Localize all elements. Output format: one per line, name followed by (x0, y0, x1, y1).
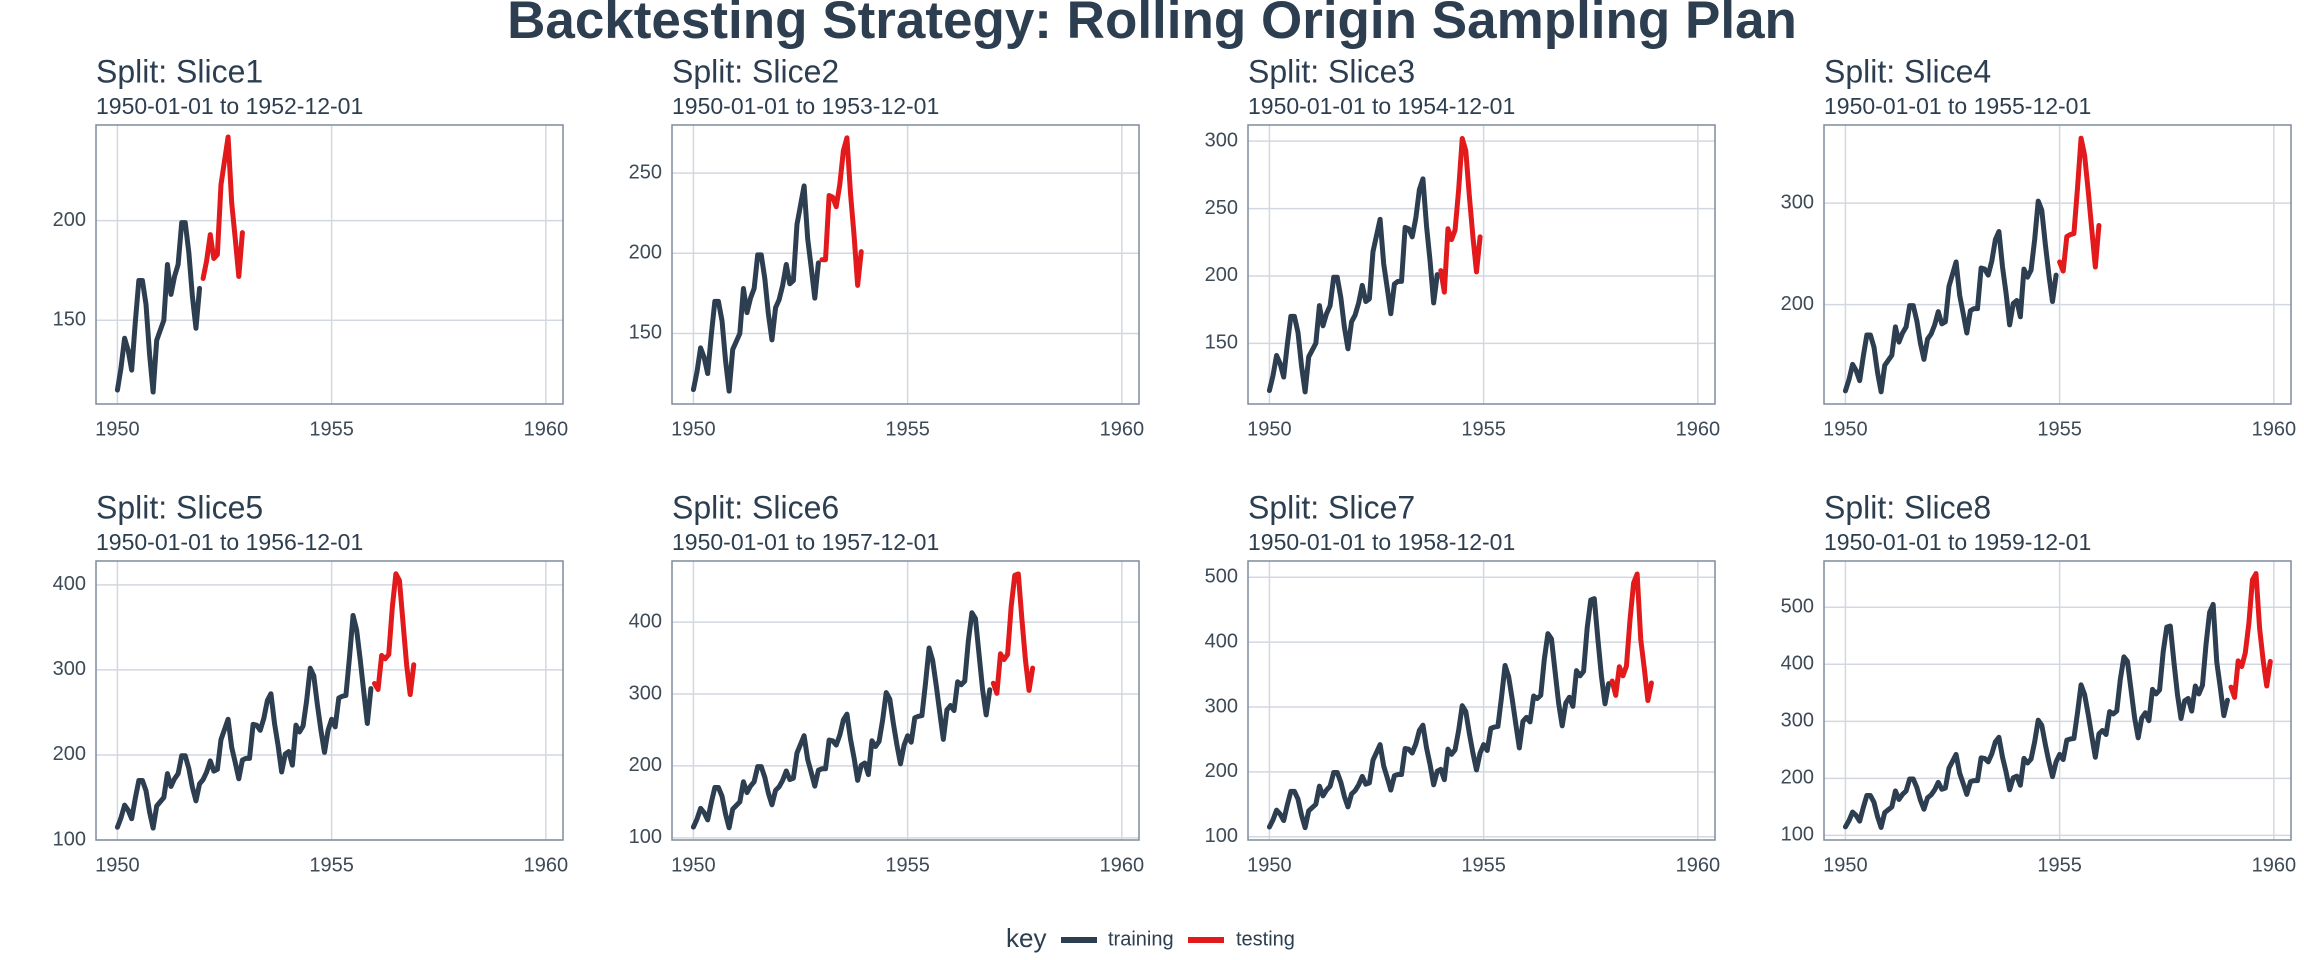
series-line (114, 612, 374, 831)
x-tick-label: 1960 (2252, 854, 2297, 876)
panel-title: Split: Slice4 (1824, 53, 1991, 89)
x-tick-label: 1955 (1461, 854, 1506, 876)
panel-border (671, 560, 1140, 841)
x-tick-label: 1960 (2252, 418, 2297, 440)
panel-subtitle: 1950-01-01 to 1954-12-01 (1248, 93, 1515, 119)
x-tick-label: 1960 (1100, 418, 1145, 440)
y-tick-label: 300 (53, 658, 86, 680)
y-tick-label: 300 (1205, 695, 1238, 717)
x-tick-label: 1955 (2037, 854, 2082, 876)
x-tick-label: 1960 (1676, 418, 1721, 440)
panel-border (95, 124, 564, 405)
panel-title: Split: Slice2 (672, 53, 839, 89)
panel-border (1247, 124, 1716, 405)
x-tick-label: 1950 (1823, 854, 1868, 876)
legend-label: training (1108, 928, 1174, 950)
y-tick-label: 200 (1205, 264, 1238, 286)
series-line (371, 571, 417, 698)
panel-title: Split: Slice3 (1248, 53, 1415, 89)
series-line (114, 220, 203, 395)
x-tick-label: 1955 (2037, 418, 2082, 440)
panel-title: Split: Slice8 (1824, 489, 1991, 525)
panel-subtitle: 1950-01-01 to 1955-12-01 (1824, 93, 2091, 119)
y-tick-label: 400 (1781, 653, 1814, 675)
series-line (819, 135, 864, 288)
y-tick-label: 100 (1205, 825, 1238, 847)
x-tick-label: 1960 (524, 418, 569, 440)
y-tick-label: 200 (629, 242, 662, 264)
panel-title: Split: Slice1 (96, 53, 263, 89)
y-tick-label: 250 (629, 161, 662, 183)
x-tick-label: 1955 (309, 418, 354, 440)
series-line (200, 134, 245, 281)
x-tick-label: 1955 (885, 854, 930, 876)
x-tick-label: 1950 (671, 418, 716, 440)
series-line (1609, 571, 1654, 703)
y-tick-label: 400 (629, 610, 662, 632)
series-line (1266, 176, 1440, 395)
y-tick-label: 200 (53, 209, 86, 231)
y-tick-label: 300 (1781, 710, 1814, 732)
series-line (690, 610, 993, 831)
series-line (1438, 135, 1483, 295)
panel-border (1823, 124, 2292, 405)
legend-title: key (1006, 923, 1046, 953)
panel-subtitle: 1950-01-01 to 1958-12-01 (1248, 529, 1515, 555)
panel-border (1247, 560, 1716, 841)
x-tick-label: 1955 (885, 418, 930, 440)
y-tick-label: 200 (53, 743, 86, 765)
panel-title: Split: Slice5 (96, 489, 263, 525)
y-tick-label: 300 (1781, 191, 1814, 213)
series-line (990, 571, 1036, 696)
x-tick-label: 1950 (95, 418, 140, 440)
x-tick-label: 1950 (1247, 854, 1292, 876)
x-tick-label: 1960 (1100, 854, 1145, 876)
panel-border (1823, 560, 2292, 841)
panel-border (671, 124, 1140, 405)
y-tick-label: 100 (53, 828, 86, 850)
y-tick-label: 300 (629, 682, 662, 704)
panel-subtitle: 1950-01-01 to 1953-12-01 (672, 93, 939, 119)
y-tick-label: 200 (1781, 293, 1814, 315)
y-tick-label: 200 (1205, 760, 1238, 782)
x-tick-label: 1950 (95, 854, 140, 876)
series-line (2057, 135, 2102, 274)
figure-title: Backtesting Strategy: Rolling Origin Sam… (507, 0, 1797, 50)
panel-subtitle: 1950-01-01 to 1956-12-01 (96, 529, 363, 555)
panel-title: Split: Slice7 (1248, 489, 1415, 525)
series-line (1266, 596, 1612, 831)
y-tick-label: 200 (1781, 767, 1814, 789)
x-tick-label: 1960 (1676, 854, 1721, 876)
y-tick-label: 300 (1205, 129, 1238, 151)
y-tick-label: 400 (1205, 630, 1238, 652)
panel-border (95, 560, 564, 841)
y-tick-label: 150 (1205, 332, 1238, 354)
x-tick-label: 1950 (1247, 418, 1292, 440)
panel-title: Split: Slice6 (672, 489, 839, 525)
x-tick-label: 1955 (1461, 418, 1506, 440)
panel-subtitle: 1950-01-01 to 1959-12-01 (1824, 529, 2091, 555)
series-line (2228, 571, 2273, 700)
x-tick-label: 1950 (1823, 418, 1868, 440)
y-tick-label: 100 (1781, 824, 1814, 846)
panel-subtitle: 1950-01-01 to 1957-12-01 (672, 529, 939, 555)
x-tick-label: 1960 (524, 854, 569, 876)
y-tick-label: 500 (1205, 566, 1238, 588)
legend-label: testing (1236, 928, 1295, 950)
y-tick-label: 100 (629, 826, 662, 848)
panel-subtitle: 1950-01-01 to 1952-12-01 (96, 93, 363, 119)
x-tick-label: 1955 (309, 854, 354, 876)
series-line (1842, 601, 2230, 830)
series-line (1842, 198, 2059, 395)
y-tick-label: 200 (629, 754, 662, 776)
x-tick-label: 1950 (671, 854, 716, 876)
y-tick-label: 500 (1781, 595, 1814, 617)
series-line (690, 183, 821, 394)
y-tick-label: 400 (53, 573, 86, 595)
y-tick-label: 250 (1205, 197, 1238, 219)
y-tick-label: 150 (53, 309, 86, 331)
y-tick-label: 150 (629, 322, 662, 344)
